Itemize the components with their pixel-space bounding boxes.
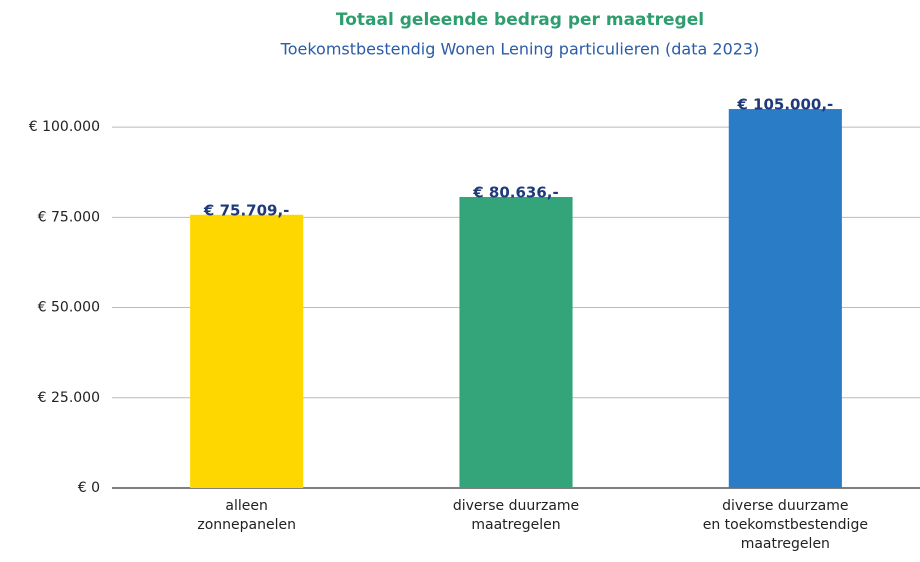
value-label: € 80.636,-	[472, 183, 558, 201]
x-tick-label: diverse duurzame en toekomstbestendige maa…	[703, 498, 868, 552]
value-label: € 105.000,-	[736, 96, 833, 114]
y-tick-label: € 0	[78, 480, 100, 496]
y-tick-label: € 50.000	[38, 300, 100, 316]
chart-subtitle: Toekomstbestendig Wonen Lening particuli…	[280, 40, 760, 59]
bar	[459, 196, 573, 488]
value-label: € 75.709,-	[203, 201, 289, 219]
x-tick-label: diverse duurzame maatregelen	[453, 498, 579, 533]
y-tick-label: € 25.000	[38, 390, 100, 406]
bar	[728, 109, 842, 488]
x-tick-label: alleen zonnepanelen	[197, 498, 296, 533]
chart-title: Totaal geleende bedrag per maatregel	[336, 10, 704, 30]
bar	[190, 214, 304, 488]
y-tick-label: € 100.000	[29, 119, 100, 135]
y-tick-label: € 75.000	[38, 209, 100, 225]
